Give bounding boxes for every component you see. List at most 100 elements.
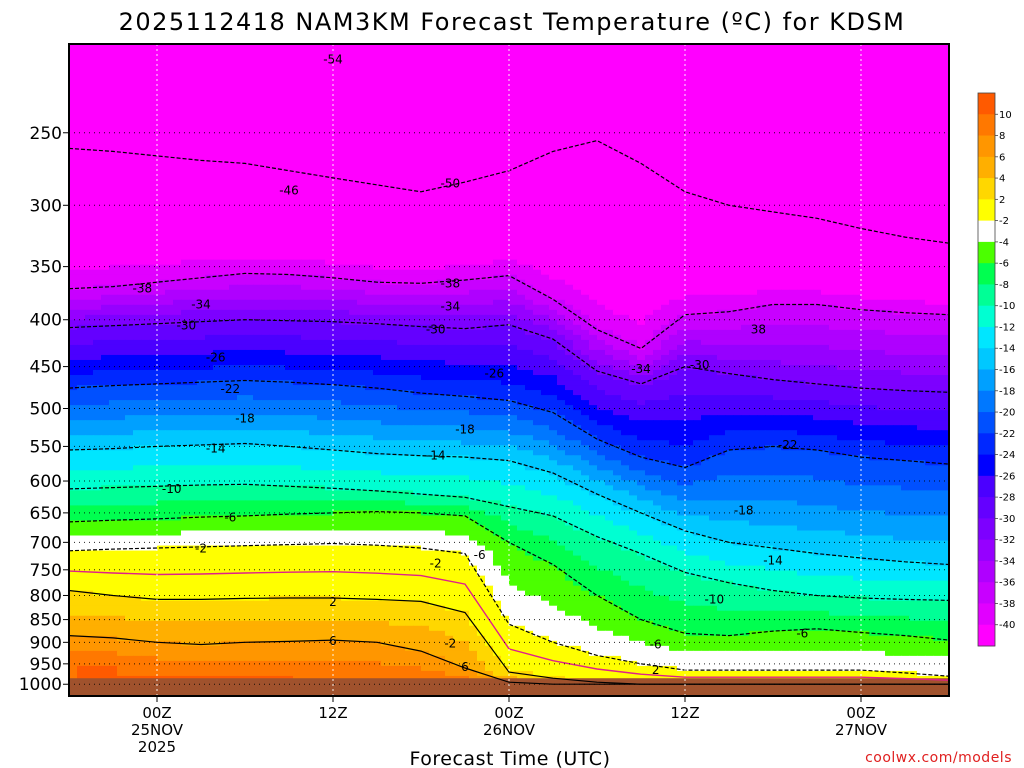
temperature-cell: [325, 179, 334, 186]
temperature-cell: [237, 189, 246, 196]
temperature-cell: [581, 104, 590, 110]
temperature-cell: [453, 59, 462, 65]
temperature-cell: [597, 69, 606, 75]
temperature-cell: [165, 259, 174, 266]
temperature-cell: [333, 184, 342, 191]
temperature-cell: [381, 49, 390, 55]
temperature-cell: [845, 64, 854, 70]
temperature-cell: [533, 234, 542, 241]
temperature-cell: [461, 184, 470, 191]
temperature-cell: [621, 209, 630, 216]
temperature-cell: [781, 114, 790, 120]
temperature-cell: [453, 109, 462, 115]
temperature-cell: [621, 224, 630, 231]
temperature-cell: [709, 124, 718, 130]
temperature-cell: [893, 129, 902, 135]
temperature-cell: [413, 204, 422, 211]
temperature-cell: [477, 184, 486, 191]
temperature-cell: [533, 109, 542, 115]
temperature-cell: [461, 69, 470, 75]
temperature-cell: [909, 244, 918, 251]
temperature-cell: [685, 84, 694, 90]
temperature-cell: [69, 119, 78, 125]
temperature-cell: [277, 74, 286, 80]
temperature-cell: [485, 139, 494, 145]
temperature-cell: [285, 259, 294, 266]
temperature-cell: [85, 224, 94, 231]
temperature-cell: [613, 139, 622, 145]
temperature-cell: [901, 129, 910, 135]
temperature-cell: [605, 239, 614, 246]
temperature-cell: [269, 139, 278, 145]
temperature-cell: [237, 164, 246, 170]
temperature-cell: [365, 264, 374, 271]
temperature-cell: [245, 49, 254, 55]
temperature-cell: [493, 44, 502, 50]
temperature-cell: [765, 229, 774, 236]
temperature-cell: [301, 104, 310, 110]
temperature-cell: [509, 194, 518, 201]
temperature-cell: [533, 209, 542, 216]
temperature-cell: [765, 94, 774, 100]
temperature-cell: [453, 214, 462, 221]
temperature-cell: [141, 239, 150, 246]
temperature-cell: [373, 199, 382, 206]
temperature-cell: [429, 44, 438, 50]
temperature-cell: [677, 74, 686, 80]
temperature-cell: [917, 169, 926, 175]
temperature-cell: [549, 229, 558, 236]
temperature-cell: [613, 129, 622, 135]
temperature-cell: [365, 169, 374, 175]
temperature-cell: [453, 114, 462, 120]
temperature-cell: [69, 54, 78, 60]
temperature-cell: [917, 249, 926, 256]
temperature-cell: [389, 174, 398, 181]
temperature-cell: [533, 69, 542, 75]
temperature-cell: [445, 114, 454, 120]
temperature-cell: [101, 84, 110, 90]
temperature-cell: [189, 199, 198, 206]
temperature-cell: [749, 264, 758, 271]
temperature-cell: [149, 174, 158, 181]
temperature-cell: [557, 184, 566, 191]
temperature-cell: [429, 59, 438, 65]
temperature-cell: [117, 59, 126, 65]
temperature-cell: [549, 204, 558, 211]
temperature-cell: [837, 229, 846, 236]
temperature-cell: [557, 124, 566, 130]
temperature-cell: [581, 74, 590, 80]
temperature-cell: [525, 139, 534, 145]
temperature-cell: [173, 94, 182, 100]
temperature-cell: [533, 144, 542, 150]
temperature-cell: [381, 204, 390, 211]
temperature-cell: [341, 234, 350, 241]
temperature-cell: [269, 159, 278, 165]
temperature-cell: [245, 184, 254, 191]
temperature-cell: [293, 109, 302, 115]
temperature-cell: [925, 119, 934, 125]
temperature-cell: [525, 114, 534, 120]
temperature-cell: [325, 159, 334, 165]
temperature-cell: [629, 194, 638, 201]
temperature-cell: [869, 49, 878, 55]
temperature-cell: [853, 89, 862, 95]
temperature-cell: [901, 79, 910, 85]
temperature-cell: [405, 154, 414, 160]
temperature-cell: [853, 179, 862, 186]
temperature-cell: [189, 174, 198, 181]
temperature-cell: [893, 169, 902, 175]
temperature-cell: [733, 144, 742, 150]
temperature-cell: [749, 54, 758, 60]
temperature-cell: [789, 164, 798, 170]
temperature-cell: [933, 194, 942, 201]
temperature-cell: [877, 134, 886, 140]
temperature-cell: [205, 209, 214, 216]
temperature-cell: [389, 99, 398, 105]
temperature-cell: [629, 79, 638, 85]
temperature-cell: [773, 184, 782, 191]
temperature-cell: [621, 159, 630, 165]
temperature-cell: [821, 194, 830, 201]
temperature-cell: [725, 89, 734, 95]
temperature-cell: [941, 214, 949, 221]
temperature-cell: [117, 149, 126, 155]
